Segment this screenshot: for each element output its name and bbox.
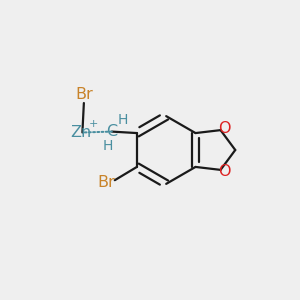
Text: Br: Br [75, 87, 93, 102]
Text: Zn: Zn [70, 125, 92, 140]
Text: H: H [103, 139, 113, 153]
Text: +: + [89, 119, 98, 129]
Text: C: C [106, 124, 117, 139]
Text: H: H [118, 113, 128, 128]
Text: O: O [218, 164, 230, 179]
Text: O: O [218, 121, 230, 136]
Text: Br: Br [98, 175, 116, 190]
